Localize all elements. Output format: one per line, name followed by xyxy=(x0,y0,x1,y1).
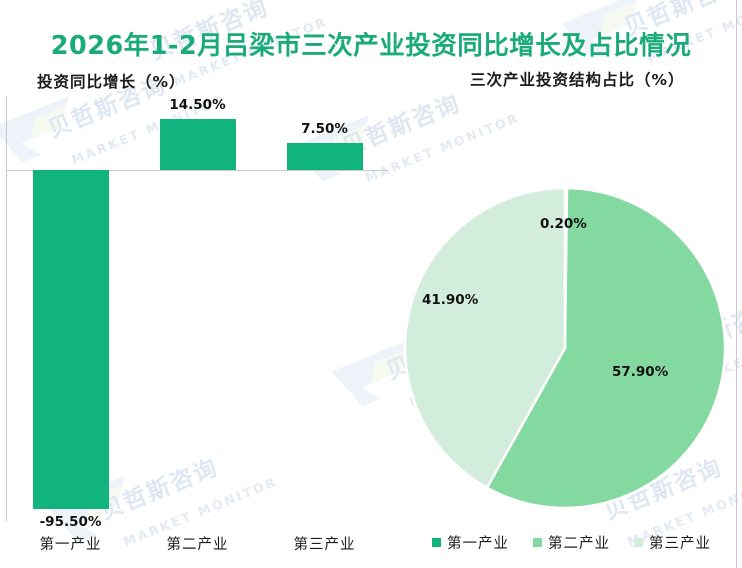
legend-item-1[interactable]: 第一产业 xyxy=(432,532,509,553)
legend-item-2[interactable]: 第二产业 xyxy=(533,532,610,553)
pie-chart: 0.20% 57.90% 41.90% xyxy=(400,176,730,516)
bar-chart: -95.50% 14.50% 7.50% xyxy=(0,96,395,530)
pie-value-label-2: 57.90% xyxy=(612,364,669,380)
legend-label: 第三产业 xyxy=(649,535,711,552)
pie-chart-subtitle: 三次产业投资结构占比（%） xyxy=(470,71,685,89)
legend-swatch-icon xyxy=(634,537,643,547)
page-title: 2026年1-2月吕梁市三次产业投资同比增长及占比情况 xyxy=(50,31,692,61)
bar-3 xyxy=(286,143,363,170)
bar-chart-y-axis xyxy=(6,96,7,521)
legend-label: 第一产业 xyxy=(447,535,509,552)
bar-value-label-1: -95.50% xyxy=(39,514,102,531)
bar-value-label-3: 7.50% xyxy=(301,121,348,138)
pie-slice-3 xyxy=(403,186,567,490)
bar-category-label-1: 第一产业 xyxy=(39,537,102,553)
bar-category-label-3: 第三产业 xyxy=(293,537,356,553)
bar-1 xyxy=(32,170,109,510)
pie-value-label-3: 41.90% xyxy=(422,292,479,308)
legend-item-3[interactable]: 第三产业 xyxy=(634,532,711,553)
bar-chart-zero-line xyxy=(6,170,388,171)
bar-chart-category-labels: 第一产业 第二产业 第三产业 xyxy=(0,533,395,553)
pie-value-label-1: 0.20% xyxy=(540,216,587,232)
legend-swatch-icon xyxy=(432,537,441,547)
chart-legend: 第一产业 第二产业 第三产业 xyxy=(432,532,711,552)
bar-value-label-2: 14.50% xyxy=(169,96,226,113)
right-border xyxy=(736,0,737,568)
legend-label: 第二产业 xyxy=(548,535,610,552)
bar-category-label-2: 第二产业 xyxy=(166,537,229,553)
bar-2 xyxy=(159,118,236,170)
legend-swatch-icon xyxy=(533,537,542,547)
bar-chart-subtitle: 投资同比增长（%） xyxy=(37,73,186,91)
